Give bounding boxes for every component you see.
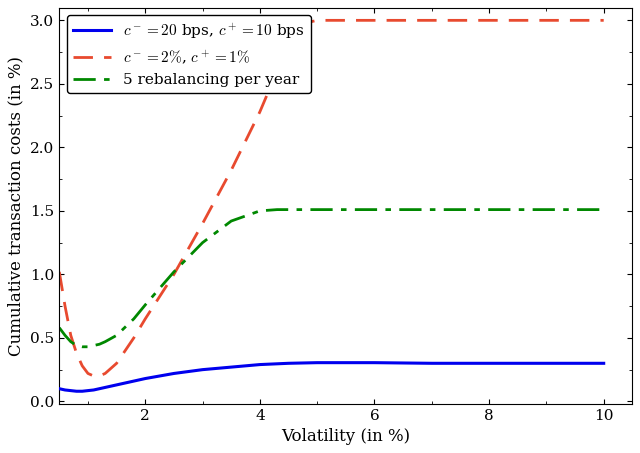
$c^- = 2\%$, $c^+ = 1\%$ bbox=[90, 373, 97, 379]
$c^- = 2\%$, $c^+ = 1\%$ bbox=[485, 18, 493, 23]
$c^- = 20$ bps, $c^+ = 10$ bps bbox=[56, 386, 63, 391]
$c^- = 20$ bps, $c^+ = 10$ bps bbox=[314, 360, 321, 366]
$c^- = 2\%$, $c^+ = 1\%$ bbox=[428, 18, 436, 23]
$c^- = 20$ bps, $c^+ = 10$ bps bbox=[543, 361, 550, 366]
5 rebalancing per year bbox=[141, 302, 149, 308]
5 rebalancing per year bbox=[78, 344, 86, 350]
$c^- = 20$ bps, $c^+ = 10$ bps bbox=[101, 385, 109, 390]
$c^- = 20$ bps, $c^+ = 10$ bps bbox=[428, 361, 436, 366]
5 rebalancing per year bbox=[67, 339, 75, 344]
$c^- = 2\%$, $c^+ = 1\%$ bbox=[543, 18, 550, 23]
5 rebalancing per year bbox=[199, 240, 207, 246]
$c^- = 2\%$, $c^+ = 1\%$ bbox=[342, 18, 349, 23]
Line: 5 rebalancing per year: 5 rebalancing per year bbox=[60, 210, 604, 347]
5 rebalancing per year bbox=[273, 207, 281, 212]
$c^- = 20$ bps, $c^+ = 10$ bps bbox=[95, 386, 103, 391]
5 rebalancing per year bbox=[113, 333, 120, 338]
$c^- = 20$ bps, $c^+ = 10$ bps bbox=[61, 387, 69, 393]
$c^- = 2\%$, $c^+ = 1\%$ bbox=[95, 373, 103, 379]
$c^- = 20$ bps, $c^+ = 10$ bps bbox=[90, 387, 97, 393]
$c^- = 2\%$, $c^+ = 1\%$ bbox=[78, 363, 86, 369]
$c^- = 2\%$, $c^+ = 1\%$ bbox=[227, 168, 235, 173]
$c^- = 20$ bps, $c^+ = 10$ bps bbox=[78, 389, 86, 394]
$c^- = 2\%$, $c^+ = 1\%$ bbox=[130, 335, 138, 341]
$c^- = 20$ bps, $c^+ = 10$ bps bbox=[141, 376, 149, 381]
5 rebalancing per year bbox=[61, 333, 69, 338]
$c^- = 20$ bps, $c^+ = 10$ bps bbox=[113, 382, 120, 388]
$c^- = 2\%$, $c^+ = 1\%$ bbox=[56, 269, 63, 275]
Line: $c^- = 20$ bps, $c^+ = 10$ bps: $c^- = 20$ bps, $c^+ = 10$ bps bbox=[60, 363, 604, 391]
$c^- = 20$ bps, $c^+ = 10$ bps bbox=[371, 360, 378, 366]
$c^- = 20$ bps, $c^+ = 10$ bps bbox=[227, 364, 235, 370]
Legend: $c^- = 20$ bps, $c^+ = 10$ bps, $c^- = 2\%$, $c^+ = 1\%$, 5 rebalancing per year: $c^- = 20$ bps, $c^+ = 10$ bps, $c^- = 2… bbox=[67, 15, 311, 93]
$c^- = 2\%$, $c^+ = 1\%$ bbox=[256, 109, 264, 115]
$c^- = 20$ bps, $c^+ = 10$ bps bbox=[170, 371, 178, 376]
$c^- = 2\%$, $c^+ = 1\%$ bbox=[67, 333, 75, 338]
5 rebalancing per year bbox=[600, 207, 607, 212]
$c^- = 2\%$, $c^+ = 1\%$ bbox=[314, 18, 321, 23]
5 rebalancing per year bbox=[170, 269, 178, 275]
5 rebalancing per year bbox=[101, 339, 109, 344]
Line: $c^- = 2\%$, $c^+ = 1\%$: $c^- = 2\%$, $c^+ = 1\%$ bbox=[60, 20, 604, 376]
5 rebalancing per year bbox=[256, 208, 264, 214]
5 rebalancing per year bbox=[84, 344, 92, 350]
5 rebalancing per year bbox=[95, 342, 103, 347]
$c^- = 2\%$, $c^+ = 1\%$ bbox=[291, 33, 298, 39]
$c^- = 20$ bps, $c^+ = 10$ bps bbox=[199, 367, 207, 372]
$c^- = 20$ bps, $c^+ = 10$ bps bbox=[73, 389, 81, 394]
$c^- = 2\%$, $c^+ = 1\%$ bbox=[61, 304, 69, 309]
Y-axis label: Cumulative transaction costs (in %): Cumulative transaction costs (in %) bbox=[8, 56, 24, 356]
$c^- = 2\%$, $c^+ = 1\%$ bbox=[308, 19, 316, 24]
5 rebalancing per year bbox=[428, 207, 436, 212]
5 rebalancing per year bbox=[371, 207, 378, 212]
$c^- = 20$ bps, $c^+ = 10$ bps bbox=[600, 361, 607, 366]
$c^- = 2\%$, $c^+ = 1\%$ bbox=[73, 351, 81, 356]
$c^- = 2\%$, $c^+ = 1\%$ bbox=[170, 272, 178, 277]
$c^- = 20$ bps, $c^+ = 10$ bps bbox=[485, 361, 493, 366]
5 rebalancing per year bbox=[227, 218, 235, 224]
$c^- = 2\%$, $c^+ = 1\%$ bbox=[141, 316, 149, 322]
5 rebalancing per year bbox=[90, 343, 97, 348]
5 rebalancing per year bbox=[130, 316, 138, 322]
$c^- = 2\%$, $c^+ = 1\%$ bbox=[371, 18, 378, 23]
X-axis label: Volatility (in %): Volatility (in %) bbox=[281, 429, 410, 445]
$c^- = 2\%$, $c^+ = 1\%$ bbox=[600, 18, 607, 23]
$c^- = 2\%$, $c^+ = 1\%$ bbox=[325, 18, 333, 23]
5 rebalancing per year bbox=[291, 207, 298, 212]
5 rebalancing per year bbox=[73, 343, 81, 348]
$c^- = 2\%$, $c^+ = 1\%$ bbox=[199, 221, 207, 226]
$c^- = 2\%$, $c^+ = 1\%$ bbox=[101, 371, 109, 376]
5 rebalancing per year bbox=[543, 207, 550, 212]
$c^- = 2\%$, $c^+ = 1\%$ bbox=[113, 361, 120, 366]
$c^- = 2\%$, $c^+ = 1\%$ bbox=[273, 68, 281, 74]
$c^- = 20$ bps, $c^+ = 10$ bps bbox=[285, 361, 292, 366]
$c^- = 20$ bps, $c^+ = 10$ bps bbox=[84, 388, 92, 393]
5 rebalancing per year bbox=[56, 325, 63, 330]
$c^- = 2\%$, $c^+ = 1\%$ bbox=[84, 371, 92, 376]
$c^- = 20$ bps, $c^+ = 10$ bps bbox=[67, 388, 75, 393]
5 rebalancing per year bbox=[314, 207, 321, 212]
5 rebalancing per year bbox=[485, 207, 493, 212]
$c^- = 20$ bps, $c^+ = 10$ bps bbox=[124, 380, 132, 385]
$c^- = 20$ bps, $c^+ = 10$ bps bbox=[256, 362, 264, 367]
